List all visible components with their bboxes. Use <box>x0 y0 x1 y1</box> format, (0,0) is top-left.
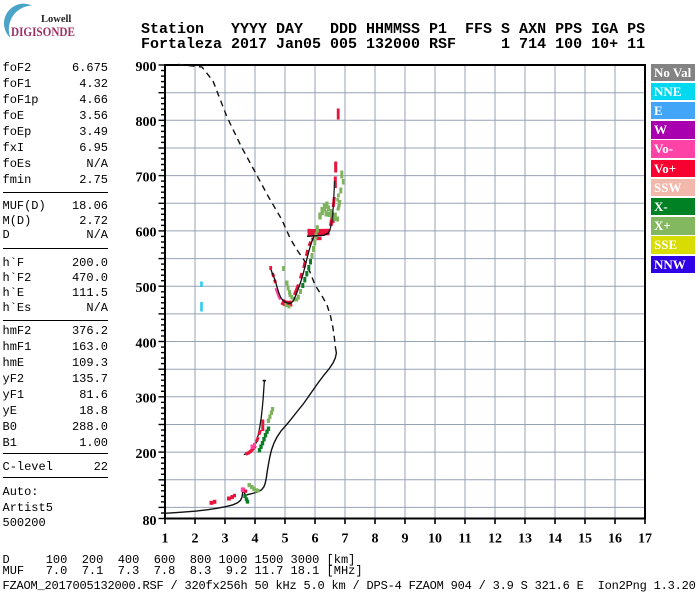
svg-text:3: 3 <box>222 532 229 547</box>
svg-text:300: 300 <box>136 392 157 407</box>
svg-text:17: 17 <box>638 532 652 547</box>
svg-text:1: 1 <box>162 532 169 547</box>
svg-text:80: 80 <box>143 514 157 529</box>
svg-text:8: 8 <box>372 532 379 547</box>
svg-text:9: 9 <box>402 532 409 547</box>
svg-text:14: 14 <box>548 532 562 547</box>
svg-text:5: 5 <box>282 532 289 547</box>
svg-text:600: 600 <box>136 226 157 241</box>
svg-text:700: 700 <box>136 170 157 185</box>
svg-text:4: 4 <box>252 532 259 547</box>
svg-text:15: 15 <box>578 532 592 547</box>
svg-text:400: 400 <box>136 336 157 351</box>
svg-text:800: 800 <box>136 115 157 130</box>
svg-text:12: 12 <box>488 532 502 547</box>
svg-text:6: 6 <box>312 532 319 547</box>
svg-text:2: 2 <box>192 532 199 547</box>
svg-text:10: 10 <box>428 532 442 547</box>
svg-text:900: 900 <box>136 60 157 75</box>
svg-text:11: 11 <box>458 532 471 547</box>
svg-text:500: 500 <box>136 281 157 296</box>
svg-text:16: 16 <box>608 532 622 547</box>
svg-text:13: 13 <box>518 532 532 547</box>
svg-text:7: 7 <box>342 532 349 547</box>
svg-text:200: 200 <box>136 447 157 462</box>
